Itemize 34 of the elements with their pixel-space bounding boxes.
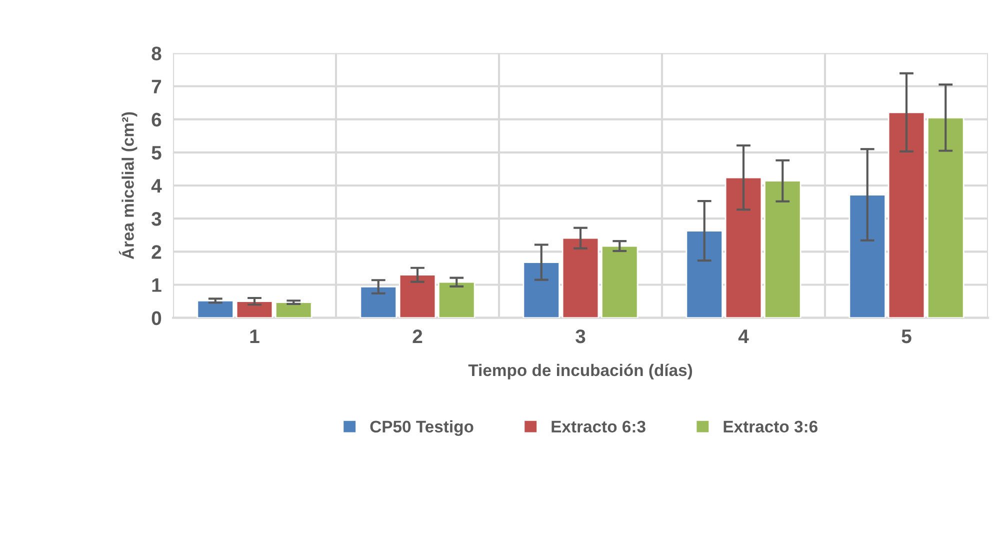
legend-label: Extracto 3:6 bbox=[724, 420, 818, 433]
bar bbox=[926, 116, 964, 318]
y-tick-label: 4 bbox=[151, 179, 162, 193]
y-tick-label: 8 bbox=[152, 46, 162, 60]
bar bbox=[888, 112, 926, 318]
bar bbox=[438, 281, 476, 318]
bar bbox=[848, 194, 886, 318]
y-axis-title: Área micelial (cm²) bbox=[118, 112, 138, 260]
bar bbox=[522, 262, 560, 318]
bar bbox=[724, 176, 762, 318]
y-tick-label: 6 bbox=[152, 112, 162, 127]
legend-label: Extracto 6:3 bbox=[552, 420, 646, 433]
x-tick-label: 5 bbox=[902, 330, 912, 344]
x-tick-label: 2 bbox=[412, 329, 422, 344]
x-tick-label: 4 bbox=[738, 330, 749, 344]
bar bbox=[686, 230, 724, 318]
bar bbox=[236, 300, 274, 318]
y-tick-label: 2 bbox=[152, 245, 162, 259]
bar bbox=[562, 237, 600, 318]
bar bbox=[398, 274, 436, 318]
x-tick-label: 3 bbox=[576, 329, 586, 344]
y-tick-label: 0 bbox=[152, 311, 162, 326]
y-tick-label: 3 bbox=[152, 212, 162, 226]
x-axis-title: Tiempo de incubación (días) bbox=[468, 364, 692, 380]
legend-label: CP50 Testigo bbox=[370, 420, 474, 436]
bar bbox=[360, 286, 398, 318]
y-tick-label: 7 bbox=[152, 80, 162, 94]
x-tick-label: 1 bbox=[250, 330, 260, 344]
bar bbox=[274, 302, 312, 318]
bar bbox=[600, 245, 638, 318]
y-tick-label: 1 bbox=[152, 278, 162, 292]
bar bbox=[764, 180, 802, 318]
y-tick-label: 5 bbox=[152, 146, 162, 160]
bar bbox=[196, 300, 234, 318]
